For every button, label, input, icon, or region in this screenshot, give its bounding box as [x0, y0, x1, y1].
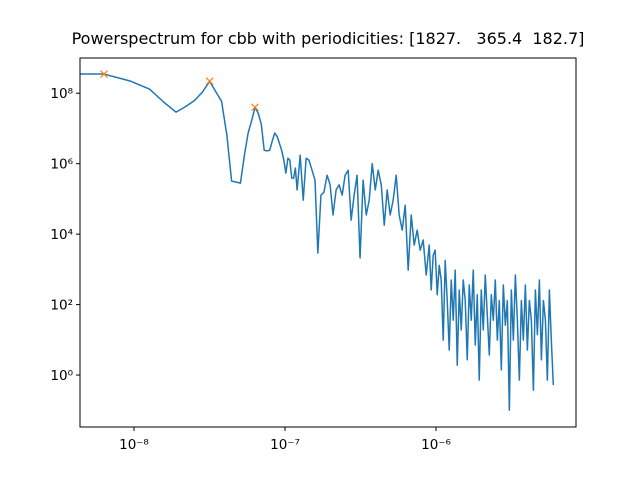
plot-area: [80, 70, 555, 412]
y-tick-label: 10⁴: [50, 227, 73, 243]
y-tick-label: 10⁶: [50, 157, 73, 173]
y-tick-label: 10²: [50, 298, 73, 314]
y-tick-label: 10⁸: [50, 86, 73, 102]
x-tick-label: 10⁻⁸: [119, 437, 149, 453]
x-tick-label: 10⁻⁶: [421, 437, 451, 453]
axes-frame: [79, 57, 577, 428]
x-tick-label: 10⁻⁷: [270, 437, 300, 453]
peak-marker: [100, 70, 108, 78]
peak-marker: [205, 77, 214, 86]
series-line: [80, 73, 555, 412]
peak-marker: [251, 103, 259, 112]
chart-title: Powerspectrum for cbb with periodicities…: [72, 29, 585, 48]
y-tick-label: 10⁰: [50, 368, 73, 384]
